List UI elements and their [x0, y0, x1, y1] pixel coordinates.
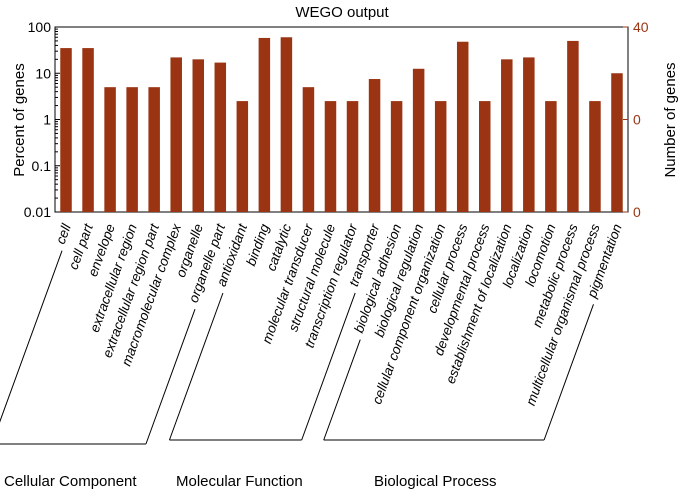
- bar: [589, 101, 601, 212]
- bar: [346, 101, 359, 212]
- group-bracket-left: [0, 250, 63, 423]
- plot-frame: [54, 26, 629, 213]
- right-tick-label: 0: [633, 112, 641, 128]
- bar: [412, 68, 425, 212]
- bar: [523, 57, 535, 213]
- group-bracket-right: [145, 309, 196, 445]
- bar: [236, 101, 249, 212]
- group-label: Biological Process: [374, 473, 497, 490]
- left-tick-label: 1: [43, 112, 51, 128]
- bar: [170, 57, 182, 213]
- chart-title: WEGO output: [295, 4, 389, 21]
- left-axis-label: Percent of genes: [11, 63, 28, 176]
- bar: [390, 101, 403, 212]
- bar: [60, 48, 72, 212]
- bar: [456, 41, 469, 213]
- left-tick-label: 0.01: [24, 204, 51, 220]
- right-axis-label: Number of genes: [662, 62, 679, 177]
- bar: [501, 59, 513, 212]
- bar: [302, 87, 315, 212]
- bar: [148, 87, 160, 212]
- bar: [368, 79, 381, 213]
- left-tick-label: 0.1: [32, 158, 52, 174]
- left-tick-label: 100: [28, 19, 52, 35]
- group-label: Molecular Function: [176, 473, 303, 490]
- right-tick-label: 0: [633, 204, 641, 220]
- bar: [324, 101, 337, 212]
- group-bracket-left: [168, 292, 224, 441]
- bar: [82, 48, 94, 212]
- plot-border: [54, 26, 629, 213]
- group-bracket-right: [301, 292, 356, 441]
- bar: [434, 101, 447, 212]
- group-bracket-right: [543, 304, 594, 441]
- bar: [258, 37, 271, 213]
- left-axis: 0.01 0.1 1 10 100: [24, 19, 60, 220]
- bar: [126, 87, 138, 212]
- bar: [567, 40, 579, 212]
- bar: [214, 62, 227, 212]
- x-tick-label: cell: [53, 221, 74, 246]
- bar: [104, 87, 116, 212]
- group-bracket-left: [323, 339, 361, 441]
- right-axis: 0 0 40: [623, 19, 649, 220]
- category-groups: Cellular Component Molecular Function Biol…: [0, 250, 594, 490]
- bars: [60, 37, 623, 213]
- bar: [280, 37, 293, 213]
- group-label: Cellular Component: [4, 473, 137, 490]
- right-tick-label: 40: [633, 19, 649, 35]
- left-tick-label: 10: [35, 65, 51, 81]
- bar: [192, 59, 204, 212]
- bar: [611, 73, 623, 212]
- bar: [545, 101, 557, 212]
- bar: [479, 101, 491, 212]
